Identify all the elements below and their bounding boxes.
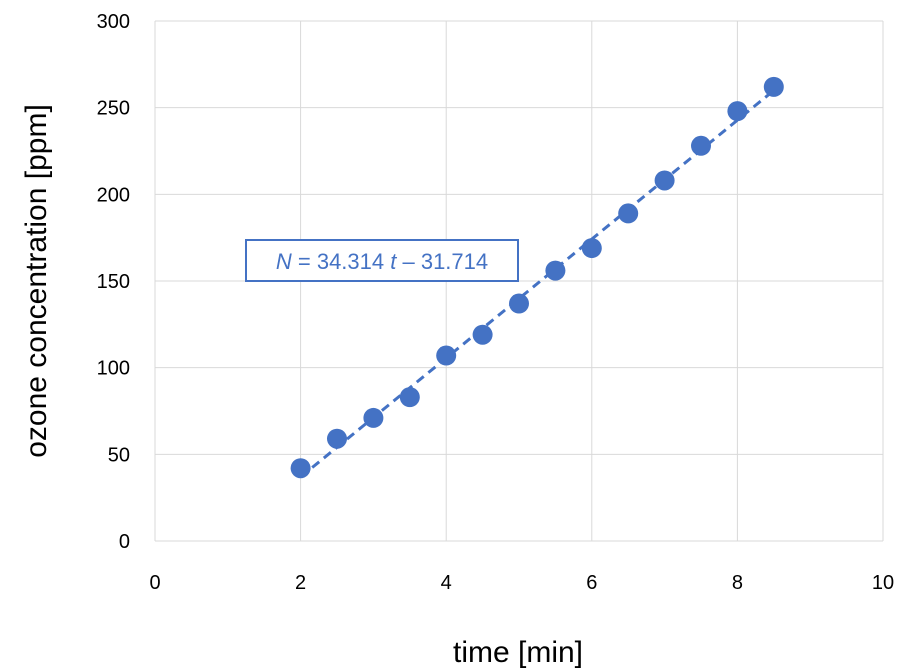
data-point [618,203,639,224]
x-tick-label: 6 [586,572,597,594]
equation-coefficient: = 34.314 [292,249,390,274]
equation-box: N = 34.314 t – 31.714 [245,239,519,282]
tick-labels: 0 50 100 150 200 250 300 0 2 4 6 8 10 [97,11,895,594]
equation-variable: N [276,249,292,274]
data-points [290,76,784,479]
data-point [581,238,602,259]
y-tick-label: 150 [97,271,130,293]
data-point [290,458,311,479]
data-point [763,76,784,97]
data-point [472,324,493,345]
x-axis-title: time [min] [453,636,583,669]
y-tick-label: 250 [97,98,130,120]
x-tick-label: 8 [732,572,743,594]
data-point [654,170,675,191]
data-point [363,407,384,428]
x-tick-label: 4 [441,572,452,594]
y-tick-label: 300 [97,11,130,33]
y-tick-label: 0 [119,531,130,553]
equation-label: N = 34.314 t – 31.714 [276,249,488,274]
y-axis-title: ozone concentration [ppm] [20,104,53,458]
x-tick-label: 0 [149,572,160,594]
trendline-layer [299,89,775,479]
equation-time-variable: t [390,249,397,274]
data-point [545,260,566,281]
y-tick-label: 50 [108,444,130,466]
x-tick-label: 10 [872,572,894,594]
equation-intercept: – 31.714 [396,249,488,274]
x-tick-label: 2 [295,572,306,594]
data-point [327,428,347,449]
data-point [691,135,711,156]
y-tick-label: 100 [97,358,130,380]
data-point [727,101,748,122]
y-tick-label: 200 [97,184,130,206]
trendline [299,89,775,479]
data-point [399,387,420,408]
data-point [509,293,529,314]
data-point [436,345,457,366]
